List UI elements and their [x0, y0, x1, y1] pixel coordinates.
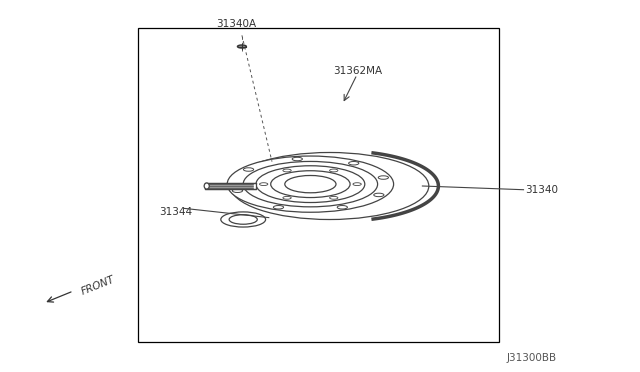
Text: 31362MA: 31362MA [333, 66, 382, 76]
Ellipse shape [221, 212, 266, 227]
Text: 31340A: 31340A [216, 19, 257, 29]
Ellipse shape [230, 153, 429, 219]
Text: FRONT: FRONT [80, 275, 116, 297]
Ellipse shape [273, 206, 284, 209]
Ellipse shape [260, 183, 268, 186]
Ellipse shape [232, 189, 243, 192]
Ellipse shape [243, 161, 378, 207]
Ellipse shape [227, 156, 394, 212]
Ellipse shape [330, 169, 338, 172]
FancyBboxPatch shape [205, 183, 256, 189]
Ellipse shape [271, 171, 350, 198]
Ellipse shape [204, 183, 209, 189]
Ellipse shape [256, 166, 365, 202]
Bar [138, 28, 499, 342]
Text: J31300BB: J31300BB [507, 353, 557, 363]
Ellipse shape [353, 183, 361, 186]
Ellipse shape [237, 45, 246, 48]
Ellipse shape [243, 168, 253, 171]
Text: 31340: 31340 [525, 185, 558, 195]
Ellipse shape [349, 161, 359, 165]
Ellipse shape [229, 215, 257, 224]
Ellipse shape [292, 157, 303, 161]
Ellipse shape [330, 196, 338, 199]
Ellipse shape [374, 193, 384, 197]
Ellipse shape [285, 176, 336, 193]
Ellipse shape [378, 176, 388, 179]
Ellipse shape [283, 196, 291, 199]
Ellipse shape [283, 169, 291, 172]
Ellipse shape [337, 206, 348, 209]
Text: 31344: 31344 [159, 207, 192, 217]
